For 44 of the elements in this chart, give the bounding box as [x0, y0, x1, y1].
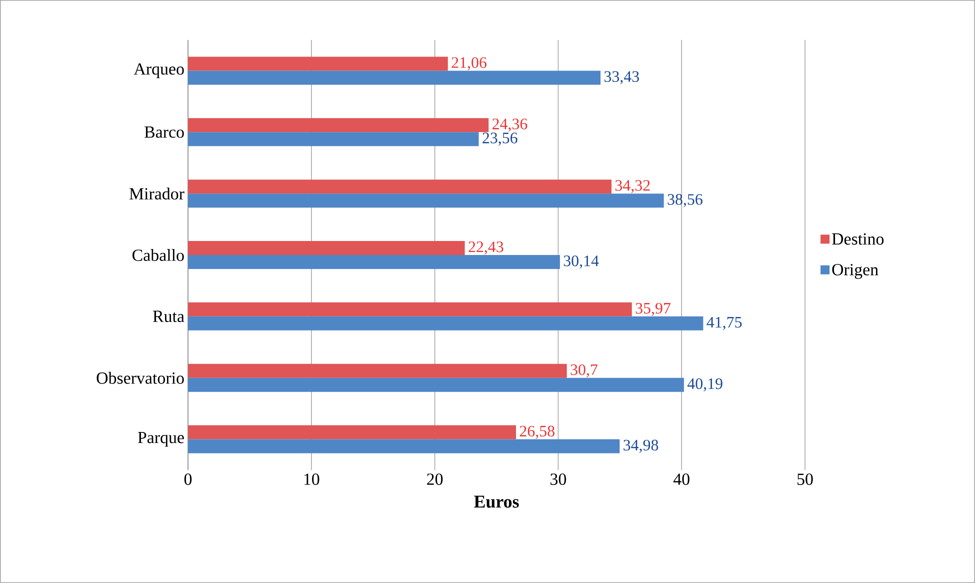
legend-label: Origen: [832, 264, 878, 279]
data-label: 38,56: [668, 194, 702, 208]
data-label: 30,14: [564, 255, 599, 269]
x-tick-label: 40: [673, 474, 690, 485]
bar: [188, 425, 516, 440]
legend-label: Destino: [832, 233, 884, 245]
data-label: 22,43: [468, 242, 504, 255]
bar: [188, 364, 567, 378]
bar: [188, 378, 684, 392]
bar: [188, 439, 620, 454]
bar: [188, 70, 601, 85]
x-tick-label: 20: [427, 474, 443, 485]
bar: [188, 118, 489, 132]
bar: [188, 132, 479, 146]
y-tick-label: Arqueo: [134, 63, 184, 78]
y-tick-label: Barco: [144, 126, 184, 138]
data-label: 23,56: [482, 132, 518, 146]
x-tick-label: 10: [304, 474, 320, 485]
x-tick-label: 50: [798, 474, 813, 485]
y-tick-label: Ruta: [152, 310, 184, 322]
data-label: 26,58: [520, 426, 554, 439]
bar: [188, 241, 465, 256]
y-tick-label: Parque: [138, 432, 184, 447]
x-axis-title: Euros: [474, 496, 519, 508]
bar: [188, 255, 560, 270]
y-tick-label: Caballo: [132, 249, 184, 261]
y-tick-label: Observatorio: [96, 372, 184, 384]
y-tick-label: Mirador: [129, 188, 184, 200]
bar: [188, 302, 632, 316]
data-label: 41,75: [706, 316, 742, 330]
data-label: 34,98: [624, 440, 658, 453]
bar: [188, 180, 612, 194]
x-tick-label: 30: [550, 474, 566, 485]
data-label: 24,36: [492, 118, 528, 132]
bar: [188, 194, 664, 208]
data-label: 21,06: [452, 57, 486, 70]
bar: [188, 316, 704, 330]
x-tick-label: 0: [184, 474, 192, 485]
data-label: 30,7: [570, 364, 598, 378]
data-label: 40,19: [687, 378, 722, 392]
data-label: 33,43: [604, 71, 639, 84]
data-label: 35,97: [636, 302, 670, 316]
bar: [188, 56, 448, 71]
data-label: 34,32: [615, 180, 650, 194]
